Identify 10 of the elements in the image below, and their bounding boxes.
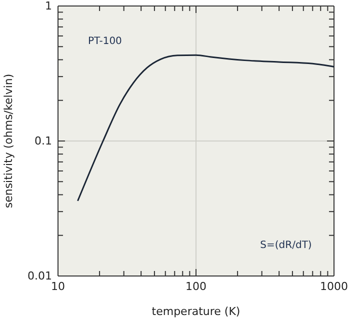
x-tick-label: 10 <box>51 280 65 293</box>
y-tick-label: 0.1 <box>34 134 52 148</box>
y-tick-label: 0.01 <box>28 270 52 283</box>
annotation: S=(dR/dT) <box>260 240 312 251</box>
annotation: PT-100 <box>88 36 122 47</box>
y-tick-label: 1 <box>45 0 52 13</box>
x-tick-label: 1000 <box>320 280 348 293</box>
y-axis-title: sensitivity (ohms/kelvin) <box>2 74 15 208</box>
x-tick-label: 100 <box>186 280 206 293</box>
x-axis-title: temperature (K) <box>152 305 240 318</box>
